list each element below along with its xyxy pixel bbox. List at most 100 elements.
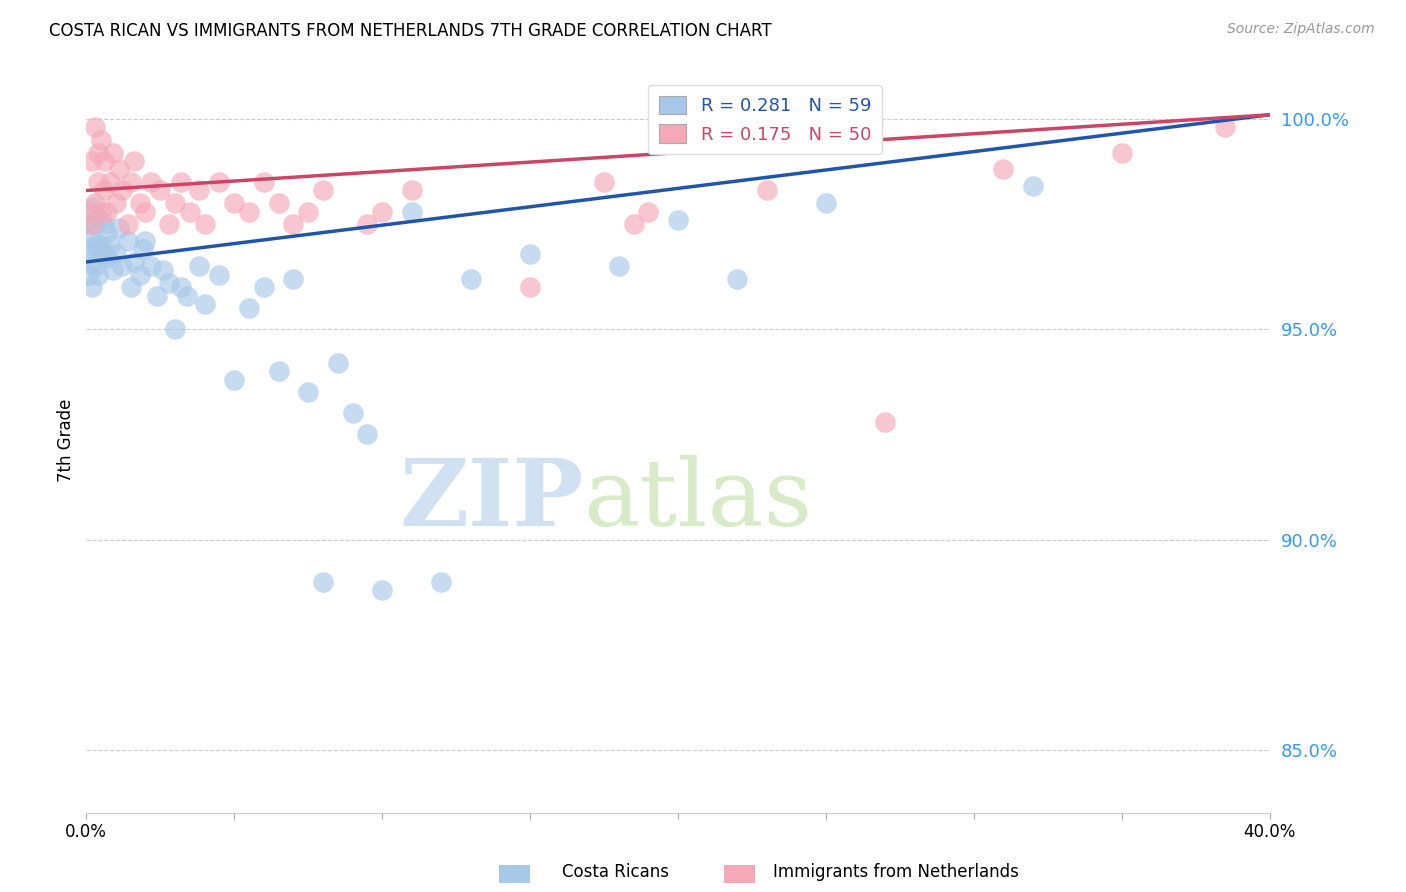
Point [194,217,217,231]
Point [141,175,163,189]
Point [101,263,124,277]
Point [96,226,118,240]
Point [96,204,118,219]
Point [187,184,209,198]
Point [84,217,107,231]
Point [82,154,104,169]
Point [134,204,156,219]
Point [356,427,378,442]
Point [165,322,187,336]
Point [84,120,107,135]
Point [77,268,100,282]
Point [371,582,394,597]
Point [87,175,110,189]
Point [87,268,110,282]
Point [98,175,121,189]
Point [297,385,319,400]
Point [637,204,659,219]
Point [77,204,100,219]
Point [401,184,423,198]
Point [101,145,124,160]
Point [87,243,110,257]
Text: Source: ZipAtlas.com: Source: ZipAtlas.com [1227,22,1375,37]
Point [82,229,104,244]
Point [179,204,201,219]
Point [122,255,145,269]
Point [108,221,131,235]
Legend: R = 0.281   N = 59, R = 0.175   N = 50: R = 0.281 N = 59, R = 0.175 N = 50 [648,85,882,154]
Point [111,184,134,198]
Point [267,196,290,211]
Point [157,217,180,231]
Point [312,574,335,589]
Point [283,217,305,231]
Point [149,184,172,198]
Point [152,263,174,277]
Point [993,162,1015,177]
Point [120,175,142,189]
Point [1215,120,1237,135]
Point [104,246,127,260]
Point [108,162,131,177]
Point [77,243,100,257]
Point [90,213,112,227]
Point [146,288,169,302]
Point [297,204,319,219]
Point [122,154,145,169]
Point [460,272,482,286]
Point [519,246,541,260]
Point [96,251,118,265]
Text: Immigrants from Netherlands: Immigrants from Netherlands [773,863,1019,881]
Text: ZIP: ZIP [399,455,583,545]
Point [134,234,156,248]
Point [82,217,104,231]
Point [623,217,645,231]
Point [93,217,115,231]
Point [1111,145,1133,160]
Point [267,364,290,378]
Point [187,259,209,273]
Point [111,259,134,273]
Point [326,356,349,370]
Point [93,184,115,198]
Point [593,175,616,189]
Point [607,259,630,273]
Point [1022,179,1045,194]
Point [170,175,193,189]
Point [875,415,897,429]
Point [253,280,276,294]
Point [90,133,112,147]
Point [170,280,193,294]
Point [224,196,246,211]
Point [430,574,453,589]
Point [87,145,110,160]
Point [93,246,115,260]
Point [82,200,104,214]
Point [120,280,142,294]
Point [90,238,112,252]
Text: COSTA RICAN VS IMMIGRANTS FROM NETHERLANDS 7TH GRADE CORRELATION CHART: COSTA RICAN VS IMMIGRANTS FROM NETHERLAN… [49,22,772,40]
Point [283,272,305,286]
Point [77,217,100,231]
Point [128,268,150,282]
Point [401,204,423,219]
Point [157,276,180,290]
Point [82,255,104,269]
Point [666,213,689,227]
Point [93,154,115,169]
Point [98,238,121,252]
Point [90,204,112,219]
Point [104,196,127,211]
Point [176,288,198,302]
Text: atlas: atlas [583,455,813,545]
Text: Costa Ricans: Costa Ricans [562,863,669,881]
Point [356,217,378,231]
Point [342,406,364,420]
Y-axis label: 7th Grade: 7th Grade [58,399,75,483]
Point [238,301,260,316]
Point [194,297,217,311]
Point [312,184,335,198]
Point [208,268,231,282]
Point [208,175,231,189]
Point [253,175,276,189]
